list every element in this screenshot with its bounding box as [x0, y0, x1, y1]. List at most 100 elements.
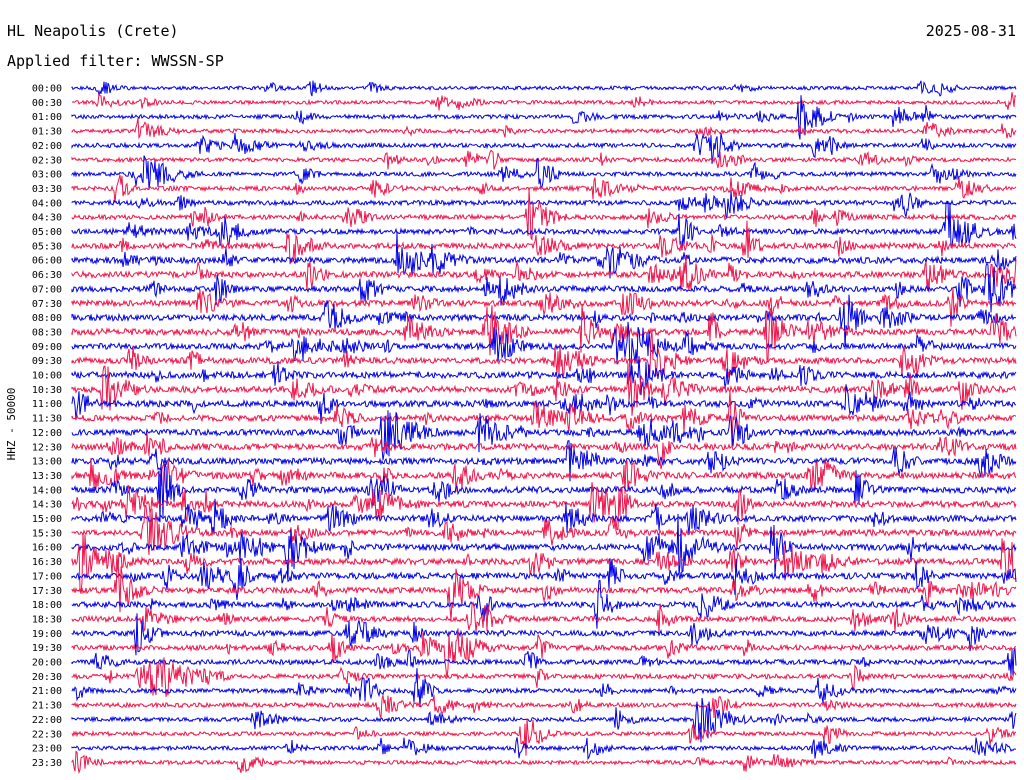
time-tick-label: 10:30 [32, 385, 62, 396]
trace-line [71, 579, 1017, 629]
time-tick-label: 10:00 [32, 371, 62, 382]
channel-axis-label: HHZ - 50000 [5, 388, 18, 461]
time-tick-label: 23:30 [32, 758, 62, 769]
trace-line [71, 356, 1017, 396]
time-tick-label: 23:00 [32, 744, 62, 755]
trace-line [71, 463, 1017, 523]
time-tick-label: 11:00 [32, 399, 62, 410]
trace-line [71, 668, 1017, 708]
trace-line [71, 432, 1017, 470]
date-label: 2025-08-31 [926, 22, 1016, 40]
time-tick-label: 19:00 [32, 629, 62, 640]
time-tick-label: 07:30 [32, 299, 62, 310]
time-tick-label: 17:30 [32, 586, 62, 597]
station-title: HL Neapolis (Crete) [7, 22, 179, 40]
trace-line [71, 384, 1017, 424]
time-tick-label: 22:00 [32, 715, 62, 726]
trace-line [71, 657, 1017, 697]
time-tick-label: 02:00 [32, 141, 62, 152]
filter-label: Applied filter: WWSSN-SP [7, 52, 224, 70]
time-tick-label: 11:30 [32, 414, 62, 425]
time-tick-label: 07:00 [32, 284, 62, 295]
trace-line [71, 628, 1017, 678]
time-tick-label: 21:00 [32, 686, 62, 697]
time-tick-label: 06:30 [32, 270, 62, 281]
trace-line [71, 304, 1017, 361]
time-tick-label: 03:30 [32, 184, 62, 195]
time-tick-label: 01:30 [32, 127, 62, 138]
trace-line [71, 498, 1017, 535]
time-tick-label: 03:00 [32, 170, 62, 181]
trace-line [71, 262, 1017, 313]
trace-line [71, 601, 1017, 634]
time-tick-label: 09:30 [32, 356, 62, 367]
trace-line [71, 750, 1017, 775]
time-tick-label: 12:30 [32, 442, 62, 453]
time-tick-label: 01:00 [32, 112, 62, 123]
trace-line [71, 288, 1017, 327]
trace-line [71, 174, 1017, 204]
trace-line [71, 440, 1017, 482]
trace-line [71, 647, 1017, 676]
trace-line [71, 117, 1017, 140]
trace-line [71, 504, 1017, 555]
time-tick-label: 08:30 [32, 327, 62, 338]
trace-line [71, 559, 1017, 621]
trace-line [71, 513, 1017, 579]
time-tick-label: 12:00 [32, 428, 62, 439]
time-tick-label: 09:00 [32, 342, 62, 353]
time-tick-label: 13:00 [32, 457, 62, 468]
trace-line [71, 294, 1017, 350]
trace-line [71, 95, 1017, 140]
trace-line [71, 613, 1017, 656]
trace-line [71, 80, 1017, 97]
time-tick-label: 18:00 [32, 600, 62, 611]
time-tick-label: 17:00 [32, 571, 62, 582]
trace-line [71, 189, 1017, 241]
time-tick-label: 20:00 [32, 658, 62, 669]
time-tick-label: 14:30 [32, 500, 62, 511]
time-tick-label: 20:30 [32, 672, 62, 683]
time-tick-label: 05:30 [32, 241, 62, 252]
time-tick-label: 04:00 [32, 198, 62, 209]
time-tick-label: 16:30 [32, 557, 62, 568]
time-tick-label: 00:00 [32, 84, 62, 95]
trace-line [71, 321, 1017, 377]
time-tick-labels: 00:00 00:30 01:00 01:30 02:00 02:30 03:00 03:30… [32, 84, 62, 769]
time-tick-label: 06:00 [32, 256, 62, 267]
trace-line [71, 132, 1017, 164]
trace-line [71, 231, 1017, 279]
time-tick-label: 08:00 [32, 313, 62, 324]
time-tick-label: 19:30 [32, 643, 62, 654]
time-tick-label: 13:30 [32, 471, 62, 482]
time-tick-label: 04:30 [32, 213, 62, 224]
trace-line [71, 697, 1017, 743]
trace-line [71, 410, 1017, 461]
time-tick-label: 16:00 [32, 543, 62, 554]
trace-line [71, 220, 1017, 265]
trace-line [71, 558, 1017, 601]
time-tick-label: 00:30 [32, 98, 62, 109]
trace-lines [71, 80, 1017, 775]
trace-line [71, 190, 1017, 218]
time-tick-label: 05:00 [32, 227, 62, 238]
trace-line [71, 533, 1017, 594]
trace-line [71, 482, 1017, 531]
time-tick-label: 02:30 [32, 155, 62, 166]
time-tick-label: 15:00 [32, 514, 62, 525]
trace-line [71, 718, 1016, 756]
time-tick-label: 21:30 [32, 701, 62, 712]
trace-line [71, 390, 1017, 447]
trace-line [71, 149, 1017, 170]
trace-line [71, 737, 1017, 761]
trace-line [71, 363, 1017, 416]
time-tick-label: 15:30 [32, 528, 62, 539]
trace-line [71, 155, 1017, 190]
trace-line [71, 694, 1017, 720]
time-tick-label: 22:30 [32, 729, 62, 740]
trace-line [71, 331, 1017, 379]
trace-line [71, 254, 1017, 293]
time-tick-label: 18:30 [32, 614, 62, 625]
trace-line [71, 91, 1017, 111]
